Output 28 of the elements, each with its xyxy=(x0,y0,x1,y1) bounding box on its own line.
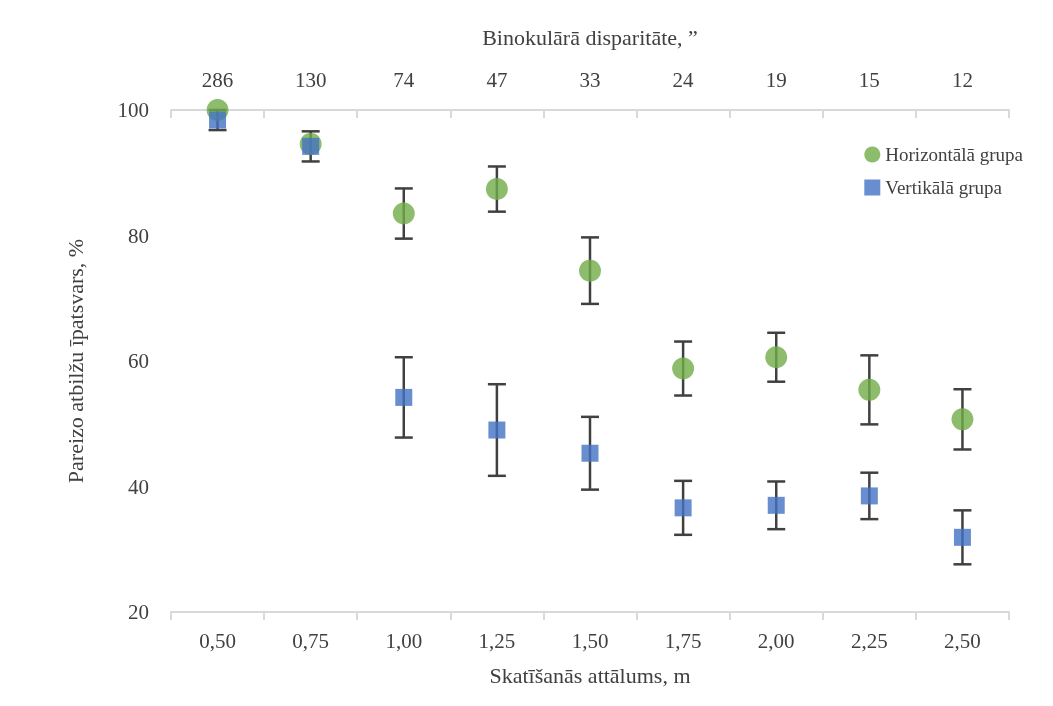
x-axis-title: Skatīšanās attālums, m xyxy=(489,662,691,688)
x-tick-label: 1,25 xyxy=(478,628,516,653)
text: 19 xyxy=(765,67,787,92)
text: 33 xyxy=(579,67,601,92)
x-tick-label: 1,50 xyxy=(571,628,609,653)
y-tick-label: 20 xyxy=(128,600,149,624)
x-tick-label: 0,50 xyxy=(199,628,236,653)
text: 15 xyxy=(858,67,880,92)
text: 74 xyxy=(393,67,415,92)
legend-label: Horizontālā grupa xyxy=(885,144,1024,165)
x-tick-label: 0,75 xyxy=(292,628,330,653)
y-axis-title: Pareizo atbilžu īpatsvars, % xyxy=(62,238,88,484)
text: 130 xyxy=(294,67,327,92)
x-tick-label: 2,50 xyxy=(944,628,981,653)
y-tick-label: 60 xyxy=(128,349,149,373)
y-tick-label: 100 xyxy=(117,98,149,122)
x-tick-label: 1,75 xyxy=(664,628,702,653)
text: 24 xyxy=(672,67,695,92)
text: 12 xyxy=(951,67,973,92)
x-tick-label: 2,25 xyxy=(850,628,888,653)
text: 286 xyxy=(201,67,234,92)
y-tick-label: 40 xyxy=(128,474,149,499)
legend-label: Vertikālā grupa xyxy=(885,177,1003,198)
x2-axis-title: Binokulārā disparitāte, ” xyxy=(482,24,698,50)
y-tick-label: 80 xyxy=(128,223,149,248)
x-tick-label: 2,00 xyxy=(757,628,795,653)
text: 47 xyxy=(486,67,508,92)
x-tick-label: 1,00 xyxy=(385,628,423,653)
